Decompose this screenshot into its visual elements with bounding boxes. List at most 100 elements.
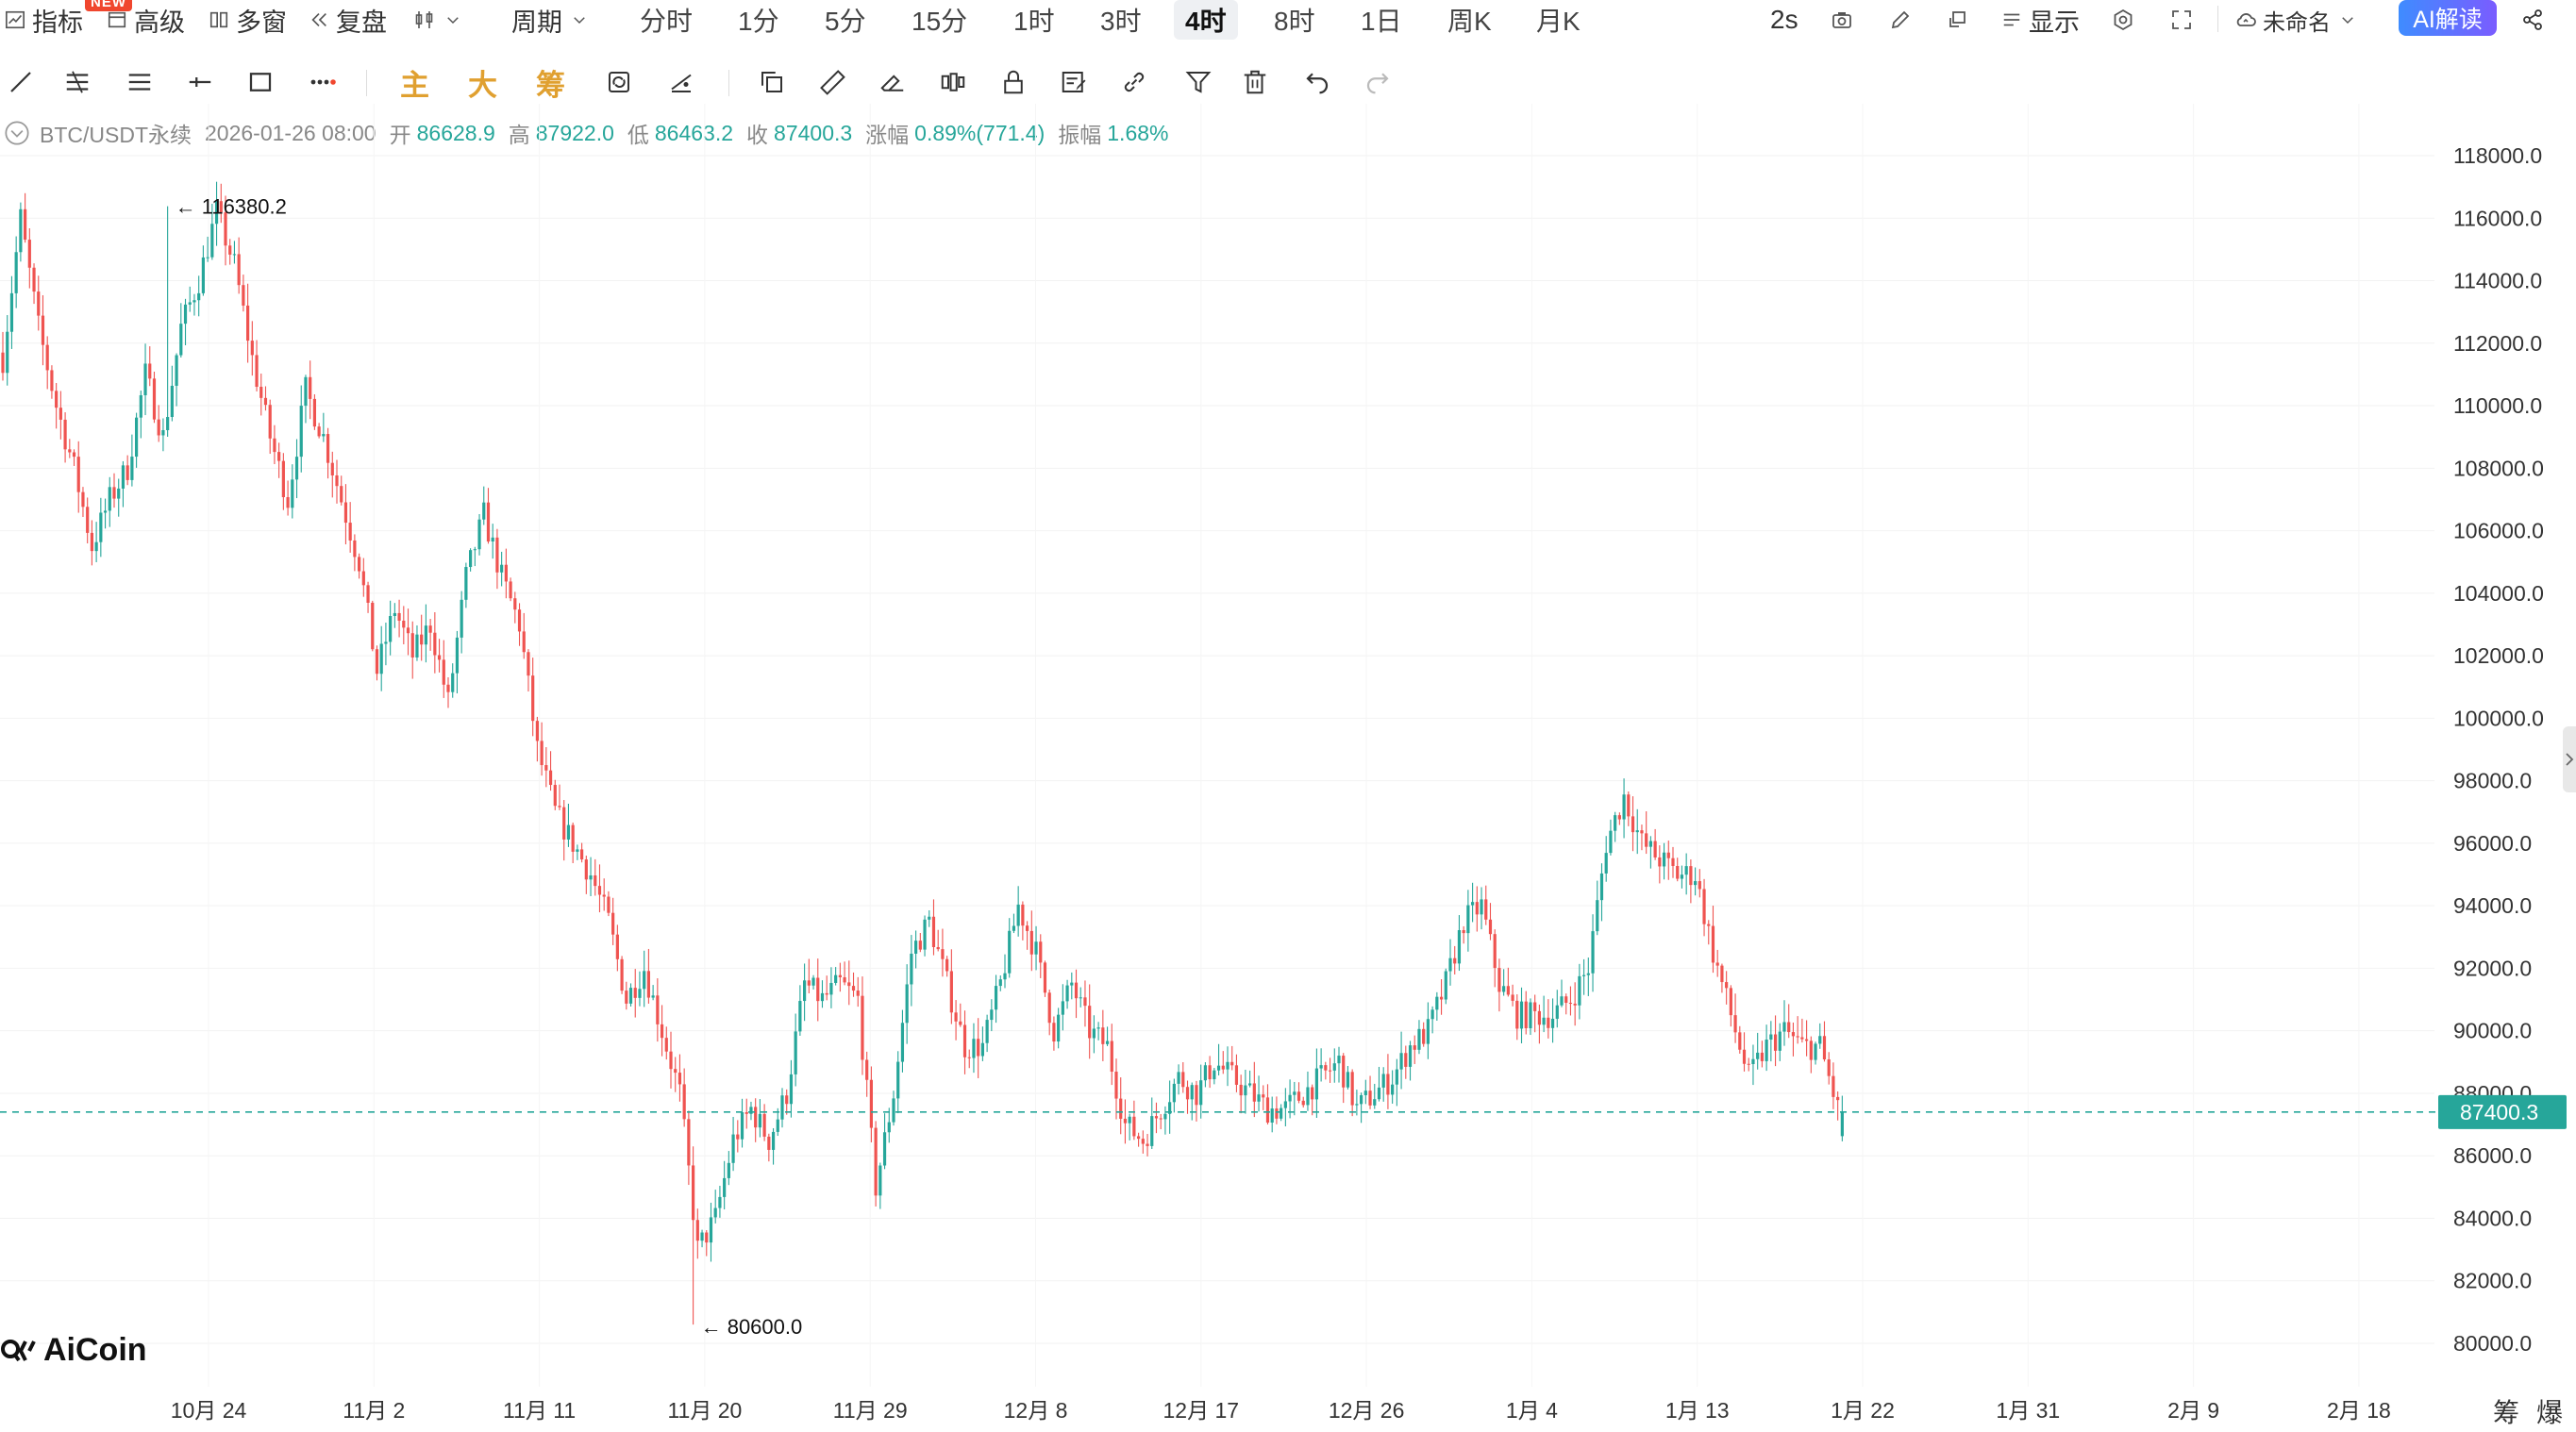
candle-body (371, 602, 375, 650)
candle-body (700, 1232, 704, 1241)
advanced-button[interactable]: 高级 (106, 0, 185, 40)
replay-button[interactable]: 复盘 (308, 0, 387, 40)
sync-drawing-tool[interactable] (598, 58, 640, 106)
undo-button[interactable] (1296, 58, 1338, 106)
eraser-tool[interactable] (872, 58, 913, 106)
liquidation-panel-toggle[interactable]: 爆 (2536, 1398, 2564, 1427)
ruler-tool[interactable] (811, 58, 853, 106)
drawing-list-tool[interactable] (1053, 58, 1095, 106)
candle-body (192, 300, 196, 303)
candle-body (330, 462, 334, 475)
candle-body (1773, 1034, 1778, 1051)
candle-body (1782, 1022, 1786, 1032)
price-axis[interactable]: 80000.0 82000.0 84000.0 86000.0 88000.0 90000… (2453, 143, 2544, 1356)
candle-body (1337, 1056, 1341, 1064)
candle-body (1301, 1100, 1305, 1106)
trendline-tool[interactable] (0, 58, 42, 106)
period-tab-9[interactable]: 周K (1447, 7, 1492, 36)
horizontal-ray-tool[interactable] (179, 58, 221, 106)
main-indicator-toggle[interactable]: 主 (400, 68, 429, 102)
candle-body (1221, 1065, 1225, 1070)
fullscreen-button[interactable] (2170, 0, 2193, 40)
period-tab-7[interactable]: 8时 (1274, 7, 1315, 36)
chart-type-button[interactable] (413, 0, 464, 40)
candle-body (789, 1074, 794, 1105)
candle-body (286, 497, 290, 508)
replay-label: 复盘 (336, 8, 387, 37)
time-axis[interactable]: 10月 24 11月 2 11月 11 11月 20 11月 29 12月 8 12月 17… (171, 1398, 2391, 1423)
delete-drawings-tool[interactable] (1234, 58, 1276, 106)
candle-body (1408, 1045, 1413, 1067)
draw-toggle-button[interactable] (1889, 0, 1912, 40)
price-tick-label: 110000.0 (2453, 393, 2542, 418)
candle-body (803, 980, 807, 1002)
copy-drawing-tool[interactable] (751, 58, 793, 106)
indicators-button[interactable]: 指标 NEW (4, 0, 132, 40)
candle-body (771, 1131, 776, 1150)
symbol-name[interactable]: BTC/USDT永续 (40, 123, 192, 147)
candle-body (1311, 1087, 1314, 1100)
candle-body (86, 507, 90, 533)
candle-body (928, 916, 931, 920)
horizontal-ray-icon (189, 77, 211, 87)
display-button[interactable]: 显示 (2000, 0, 2080, 40)
period-tab-5[interactable]: 3时 (1100, 7, 1142, 36)
candle-body (674, 1069, 677, 1074)
candle-body (1488, 919, 1493, 935)
period-dropdown[interactable]: 周期 (511, 0, 591, 40)
candle-body (905, 984, 909, 1024)
candle-body (428, 625, 432, 633)
candle-body (1547, 1017, 1550, 1028)
period-tab-1[interactable]: 1分 (738, 7, 779, 36)
multi-window-button[interactable]: 多窗 (208, 0, 287, 40)
magnet-tool[interactable] (932, 58, 974, 106)
chip-panel-toggle[interactable]: 筹 (2493, 1398, 2520, 1427)
drawing-style-tool[interactable] (661, 58, 702, 106)
filter-tool[interactable] (1178, 58, 1219, 106)
chip-distribution-toggle[interactable]: 筹 (536, 68, 565, 102)
period-tab-8[interactable]: 1日 (1361, 7, 1402, 36)
rectangle-tool[interactable] (240, 58, 281, 106)
sync-icon (609, 72, 629, 92)
refresh-interval-button[interactable]: 2s (1770, 0, 1798, 40)
candle-body (1324, 1065, 1328, 1071)
display-label: 显示 (2029, 8, 2080, 37)
share-button[interactable] (2521, 0, 2544, 40)
ohlc-info-bar: BTC/USDT永续 2026-01-26 08:00 开 86628.9 高 … (0, 117, 1181, 149)
period-tab-3[interactable]: 15分 (912, 7, 968, 36)
popout-button[interactable] (1946, 0, 1968, 40)
more-tools-button[interactable] (302, 58, 343, 106)
candle-body (340, 486, 343, 503)
candle-body (695, 1220, 699, 1241)
period-tab-4[interactable]: 1时 (1013, 7, 1055, 36)
rectangle-icon (249, 73, 272, 92)
screenshot-button[interactable] (1831, 0, 1853, 40)
candle-body (1132, 1116, 1136, 1137)
layout-name-dropdown[interactable]: 未命名 (2234, 0, 2359, 40)
settings-button[interactable] (2112, 0, 2134, 40)
horizontal-lines-tool[interactable] (119, 58, 160, 106)
parallel-channel-tool[interactable] (57, 58, 98, 106)
hide-drawings-tool[interactable] (1113, 58, 1155, 106)
candle-body (317, 426, 321, 437)
side-panel-expand-handle[interactable] (2563, 726, 2576, 792)
period-tab-0[interactable]: 分时 (640, 7, 694, 36)
candle-body (1008, 930, 1012, 974)
candle-body (931, 916, 936, 947)
period-tab-10[interactable]: 月K (1536, 7, 1581, 36)
chart-line-icon (4, 8, 26, 31)
ai-analysis-button[interactable]: AI解读 (2399, 0, 2497, 36)
lock-drawing-tool[interactable] (993, 58, 1034, 106)
redo-button[interactable] (1357, 58, 1398, 106)
candle-body (477, 519, 481, 550)
large-order-toggle[interactable]: 大 (468, 68, 497, 102)
drawing-toolbar: 主 大 筹 (0, 58, 2576, 106)
candle-body (397, 612, 401, 621)
period-tab-2[interactable]: 5分 (825, 7, 866, 36)
period-tab-6[interactable]: 4时 (1174, 0, 1238, 40)
time-tick-label: 2月 9 (2167, 1398, 2219, 1423)
candle-body (611, 912, 615, 935)
candle-body (1622, 794, 1626, 820)
collapse-toggle-icon[interactable] (4, 120, 30, 146)
